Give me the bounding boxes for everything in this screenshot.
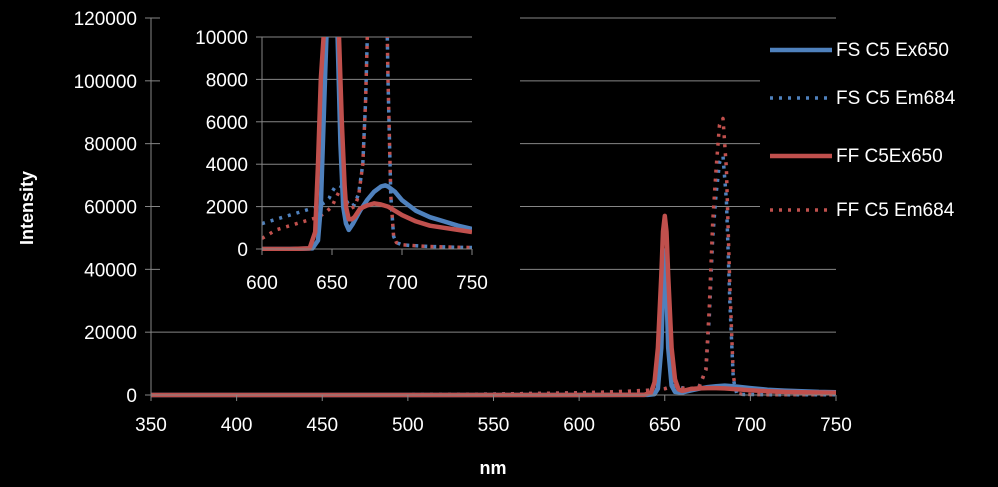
main-y-tick-label: 100000 <box>74 72 137 93</box>
main-x-tick-label: 450 <box>306 415 338 436</box>
main-x-tick-label: 400 <box>221 415 253 436</box>
main-y-tick-label: 80000 <box>84 135 137 156</box>
legend-label-3: FF C5 Em684 <box>836 200 955 221</box>
inset-series-line-0 <box>262 37 472 251</box>
inset-y-tick-label: 6000 <box>206 113 248 134</box>
inset-axes: 0 2000 4000 6000 8000 10000 600 650 700 750 <box>195 28 488 294</box>
inset-x-tick-label: 750 <box>456 273 488 294</box>
inset-x-tick-label: 650 <box>316 273 348 294</box>
main-x-tick-label: 650 <box>649 415 681 436</box>
x-axis-title: nm <box>480 458 507 478</box>
legend-panel <box>760 20 990 235</box>
main-series-group <box>150 116 837 398</box>
main-x-tick-label: 700 <box>735 415 767 436</box>
inset-series-line-1 <box>262 37 472 250</box>
main-x-tick-label: 500 <box>392 415 424 436</box>
main-series-line-3 <box>150 116 837 397</box>
legend: FS C5 Ex650 FS C5 Em684 FF C5Ex650 FF C5 Em… <box>760 20 990 235</box>
main-x-tick-label: 750 <box>820 415 852 436</box>
main-x-tick-label: 550 <box>478 415 510 436</box>
main-y-tick-label: 0 <box>126 386 137 407</box>
inset-y-tick-label: 4000 <box>206 155 248 176</box>
main-x-tick-label: 600 <box>563 415 595 436</box>
legend-label-0: FS C5 Ex650 <box>836 40 949 61</box>
inset-series-line-2 <box>262 37 472 251</box>
inset-series-group <box>262 37 472 251</box>
main-x-tick-label: 350 <box>135 415 167 436</box>
y-axis-title: Intensity <box>17 171 37 245</box>
main-y-tick-label: 40000 <box>84 260 137 281</box>
inset-x-tick-label: 700 <box>386 273 418 294</box>
main-y-tick-label: 120000 <box>74 9 137 30</box>
main-y-tick-label: 60000 <box>84 198 137 219</box>
legend-label-1: FS C5 Em684 <box>836 88 956 109</box>
legend-label-2: FF C5Ex650 <box>836 146 943 167</box>
main-series-line-2 <box>151 213 837 398</box>
inset-y-tick-label: 0 <box>237 240 248 261</box>
inset-y-tick-label: 10000 <box>195 28 248 49</box>
inset-y-tick-label: 2000 <box>206 198 248 219</box>
inset-y-tick-label: 8000 <box>206 70 248 91</box>
inset-x-tick-label: 600 <box>246 273 278 294</box>
main-y-tick-label: 20000 <box>84 323 137 344</box>
